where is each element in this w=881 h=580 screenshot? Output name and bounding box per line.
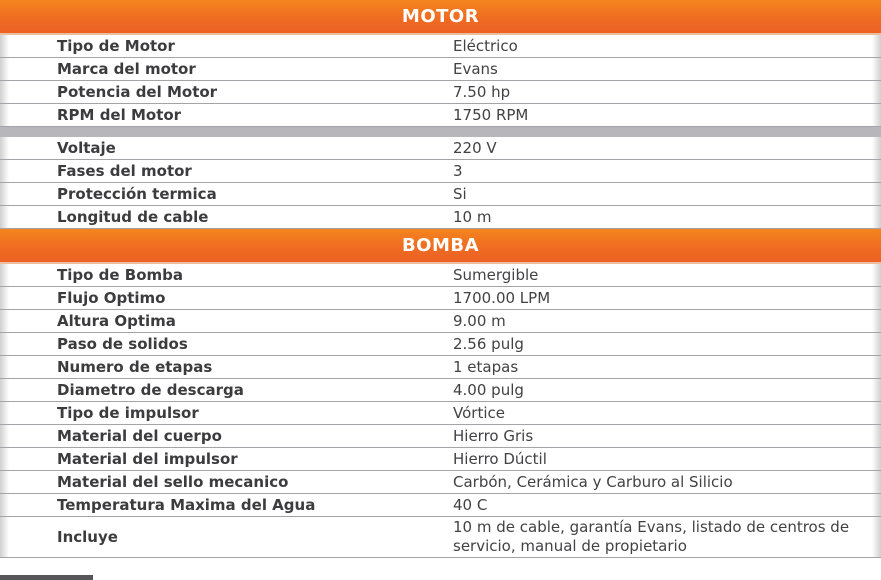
spec-value: Hierro Gris	[453, 426, 534, 445]
spec-label: Tipo de Motor	[57, 36, 175, 55]
spec-row: Diametro de descarga 4.00 pulg	[0, 379, 881, 402]
spec-value: 1750 RPM	[453, 105, 529, 124]
spec-label: Incluye	[57, 527, 118, 546]
spec-row: Incluye 10 m de cable, garantía Evans, li…	[0, 517, 881, 558]
spec-value: Vórtice	[453, 403, 505, 422]
spec-value: Si	[453, 184, 467, 203]
spec-row: Tipo de impulsor Vórtice	[0, 402, 881, 425]
spec-value: 1 etapas	[453, 357, 519, 376]
spec-value: 10 m	[453, 207, 492, 226]
spec-value: 4.00 pulg	[453, 380, 524, 399]
spec-label: Temperatura Maxima del Agua	[57, 495, 316, 514]
spec-row: Potencia del Motor 7.50 hp	[0, 81, 881, 104]
spec-row: Altura Optima 9.00 m	[0, 310, 881, 333]
spec-label: Longitud de cable	[57, 207, 209, 226]
spec-label: Protección termica	[57, 184, 217, 203]
spec-label: Material del cuerpo	[57, 426, 222, 445]
spec-row: Material del impulsor Hierro Dúctil	[0, 448, 881, 471]
spec-value: Evans	[453, 59, 498, 78]
spec-label: Altura Optima	[57, 311, 176, 330]
spec-label: Material del sello mecanico	[57, 472, 289, 491]
spec-row: Tipo de Motor Eléctrico	[0, 35, 881, 58]
spec-label: Paso de solidos	[57, 334, 188, 353]
section-header-bomba: BOMBA	[0, 229, 881, 264]
spec-value: 1700.00 LPM	[453, 288, 551, 307]
spec-value: 10 m de cable, garantía Evans, listado d…	[453, 518, 850, 555]
spec-label: RPM del Motor	[57, 105, 182, 124]
spec-row: Material del sello mecanico Carbón, Cerám…	[0, 471, 881, 494]
spec-label: Diametro de descarga	[57, 380, 244, 399]
spec-row: Numero de etapas 1 etapas	[0, 356, 881, 379]
spec-value: 2.56 pulg	[453, 334, 524, 353]
spec-value: Carbón, Cerámica y Carburo al Silicio	[453, 472, 733, 491]
spec-label: Material del impulsor	[57, 449, 238, 468]
spec-row: Material del cuerpo Hierro Gris	[0, 425, 881, 448]
spec-value: 3	[453, 161, 463, 180]
spec-value: 7.50 hp	[453, 82, 511, 101]
spec-value: 40 C	[453, 495, 488, 514]
spec-value: Hierro Dúctil	[453, 449, 547, 468]
spec-table: MOTOR Tipo de Motor Eléctrico Marca del mot…	[0, 0, 881, 558]
spec-row: Protección termica Si	[0, 183, 881, 206]
spec-value: 9.00 m	[453, 311, 506, 330]
spec-label: Marca del motor	[57, 59, 196, 78]
spec-value: 220 V	[453, 138, 497, 157]
spec-label: Tipo de impulsor	[57, 403, 199, 422]
spec-label: Numero de etapas	[57, 357, 213, 376]
spec-value: Eléctrico	[453, 36, 518, 55]
spec-row: Tipo de Bomba Sumergible	[0, 264, 881, 287]
spec-row: Fases del motor 3	[0, 160, 881, 183]
spec-label: Flujo Optimo	[57, 288, 166, 307]
spec-row: Temperatura Maxima del Agua 40 C	[0, 494, 881, 517]
spec-row: Paso de solidos 2.56 pulg	[0, 333, 881, 356]
section-title: BOMBA	[401, 235, 480, 256]
spec-label: Fases del motor	[57, 161, 192, 180]
spec-label: Voltaje	[57, 138, 116, 157]
section-header-motor: MOTOR	[0, 0, 881, 35]
spec-row: Voltaje 220 V	[0, 137, 881, 160]
spec-value: Sumergible	[453, 265, 539, 284]
next-section-partial-bar	[0, 575, 93, 580]
spec-label: Potencia del Motor	[57, 82, 218, 101]
spec-row: Marca del motor Evans	[0, 58, 881, 81]
section-title: MOTOR	[401, 6, 480, 27]
group-divider	[0, 127, 881, 137]
spec-row: RPM del Motor 1750 RPM	[0, 104, 881, 127]
spec-label: Tipo de Bomba	[57, 265, 183, 284]
spec-row: Longitud de cable 10 m	[0, 206, 881, 229]
spec-row: Flujo Optimo 1700.00 LPM	[0, 287, 881, 310]
